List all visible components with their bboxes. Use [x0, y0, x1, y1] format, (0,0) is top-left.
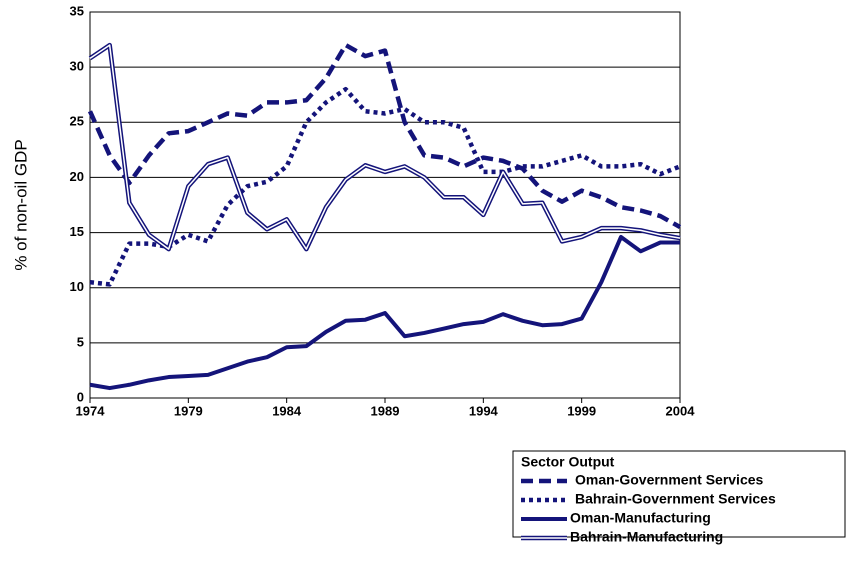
series-line: [87, 42, 682, 230]
x-tick-label: 1999: [567, 403, 596, 418]
y-tick-label: 5: [77, 334, 84, 349]
y-tick-label: 25: [70, 114, 84, 129]
legend-box: [512, 450, 846, 538]
y-tick-label: 30: [70, 59, 84, 74]
y-tick-label: 20: [70, 169, 84, 184]
legend-label: Bahrain-Manufacturing: [570, 529, 723, 545]
x-tick-label: 1994: [469, 403, 499, 418]
y-tick-label: 15: [70, 224, 84, 239]
line-inner: [89, 44, 681, 250]
legend-title: Sector Output: [521, 454, 615, 470]
y-axis-label: % of non-oil GDP: [11, 139, 30, 270]
y-tick-label: 0: [77, 389, 84, 404]
plot-frame: [89, 11, 681, 399]
series-line: [89, 234, 680, 391]
x-tick-label: 1984: [272, 403, 302, 418]
series-line: [89, 86, 681, 287]
y-tick-label: 35: [70, 3, 84, 18]
x-tick-label: 2004: [666, 403, 696, 418]
legend-label: Oman-Manufacturing: [570, 510, 711, 526]
legend-label: Bahrain-Government Services: [575, 491, 776, 507]
y-tick-label: 10: [70, 279, 84, 294]
x-tick-label: 1979: [174, 403, 203, 418]
legend-label: Oman-Government Services: [575, 472, 764, 488]
x-tick-label: 1989: [371, 403, 400, 418]
x-tick-label: 1974: [76, 403, 106, 418]
